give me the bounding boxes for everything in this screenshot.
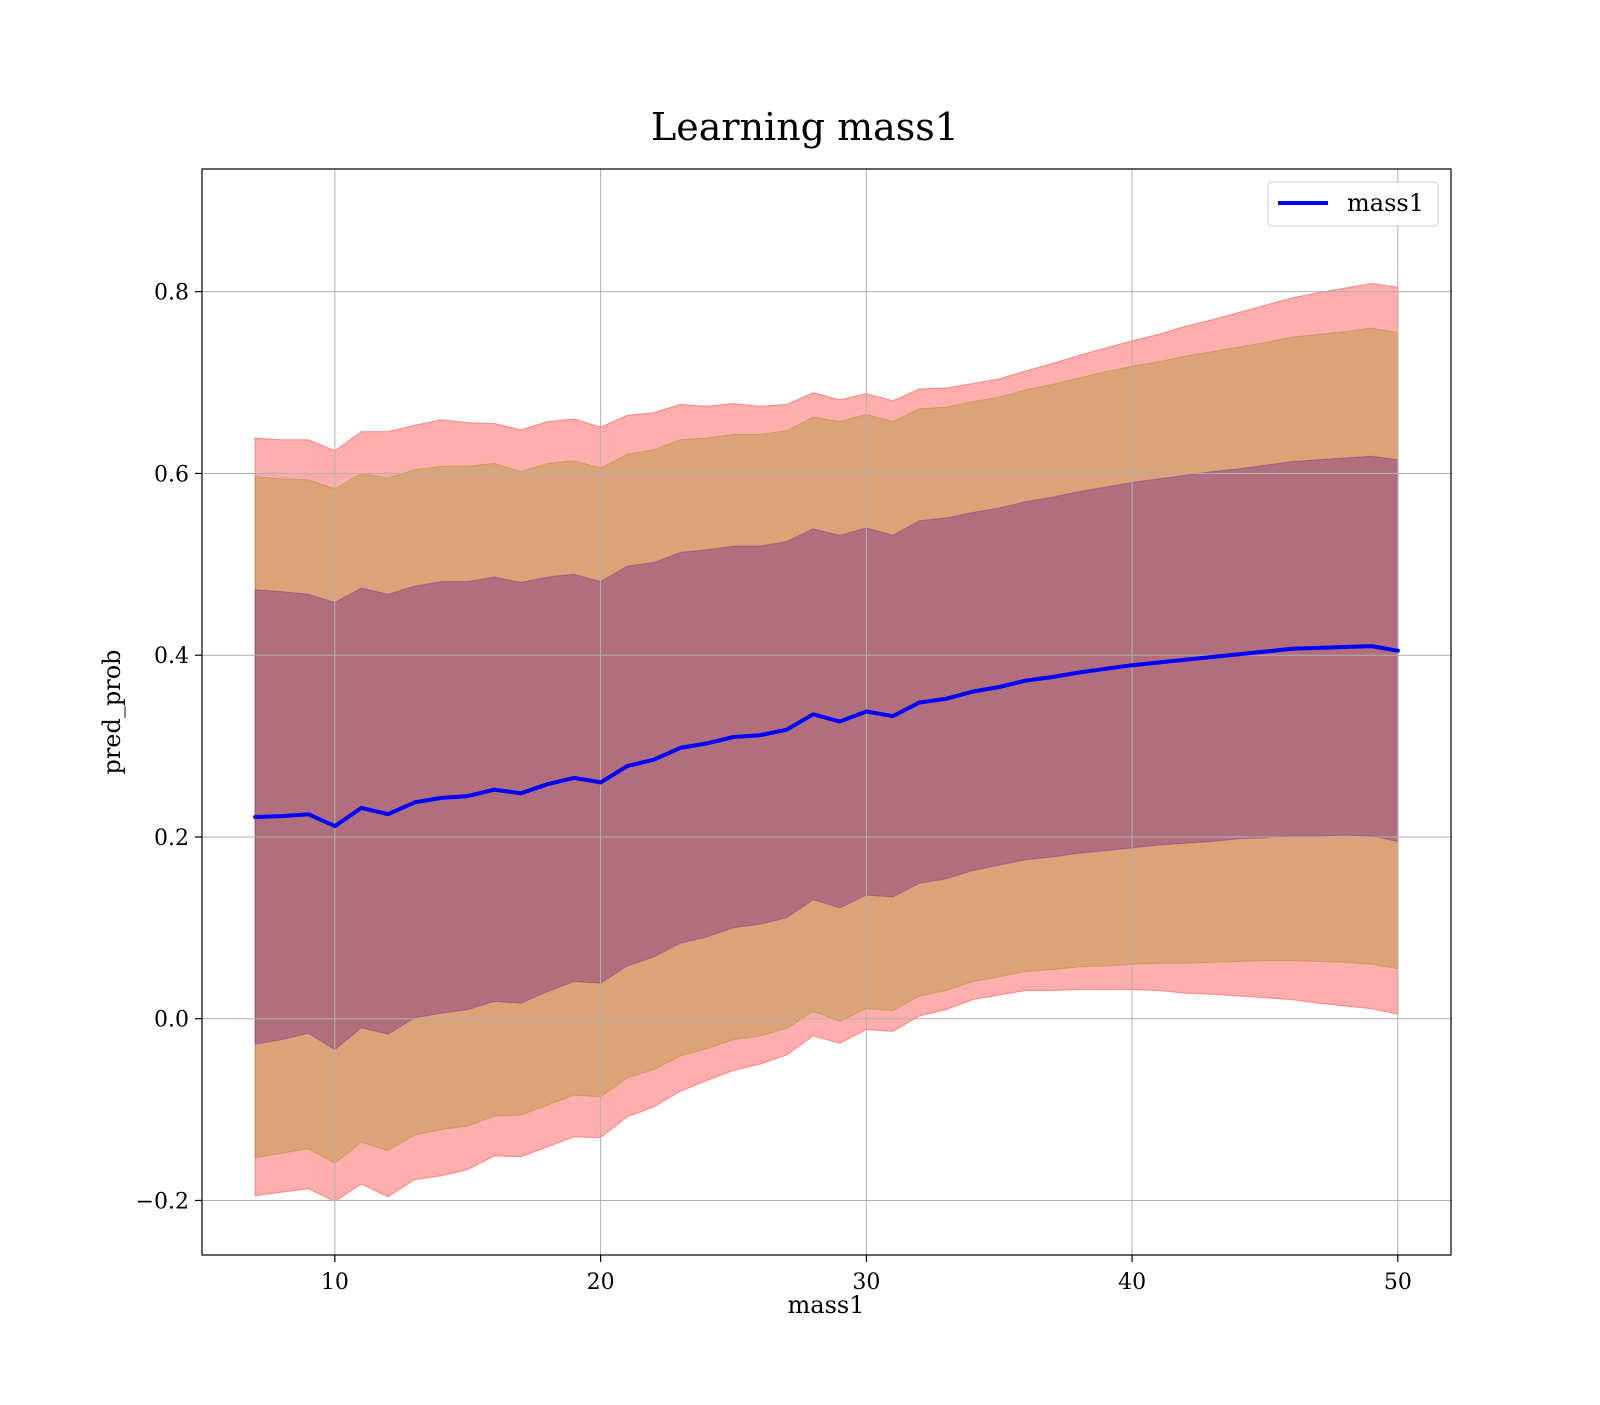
x-axis-ticks: 10 20 30 40 50 — [321, 1255, 1412, 1295]
y-tick-label-1: 0.0 — [154, 1008, 189, 1033]
y-tick-label-2: 0.2 — [154, 826, 189, 851]
y-axis-ticks: −0.2 0.0 0.2 0.4 0.6 0.8 — [136, 281, 202, 1214]
y-tick-label-0: −0.2 — [136, 1189, 189, 1214]
y-tick-label-4: 0.6 — [154, 462, 189, 487]
legend-label-mass1: mass1 — [1347, 189, 1424, 217]
series-layer — [253, 644, 1400, 829]
x-tick-label-1: 20 — [587, 1270, 615, 1295]
y-axis-label: pred_prob — [98, 649, 126, 774]
legend: mass1 — [1267, 181, 1439, 227]
series-line-mass1 — [253, 644, 1400, 829]
x-tick-label-4: 50 — [1384, 1270, 1412, 1295]
x-axis-label: mass1 — [788, 1291, 865, 1319]
x-tick-label-0: 10 — [321, 1270, 349, 1295]
confidence-bands — [254, 282, 1399, 1202]
x-tick-label-2: 30 — [852, 1270, 880, 1295]
plot-frame — [201, 168, 1452, 1256]
y-tick-label-3: 0.4 — [154, 644, 189, 669]
x-tick-label-3: 40 — [1118, 1270, 1146, 1295]
y-tick-label-5: 0.8 — [154, 281, 189, 306]
legend-box — [1267, 181, 1439, 227]
chart-title: Learning mass1 — [651, 105, 959, 149]
